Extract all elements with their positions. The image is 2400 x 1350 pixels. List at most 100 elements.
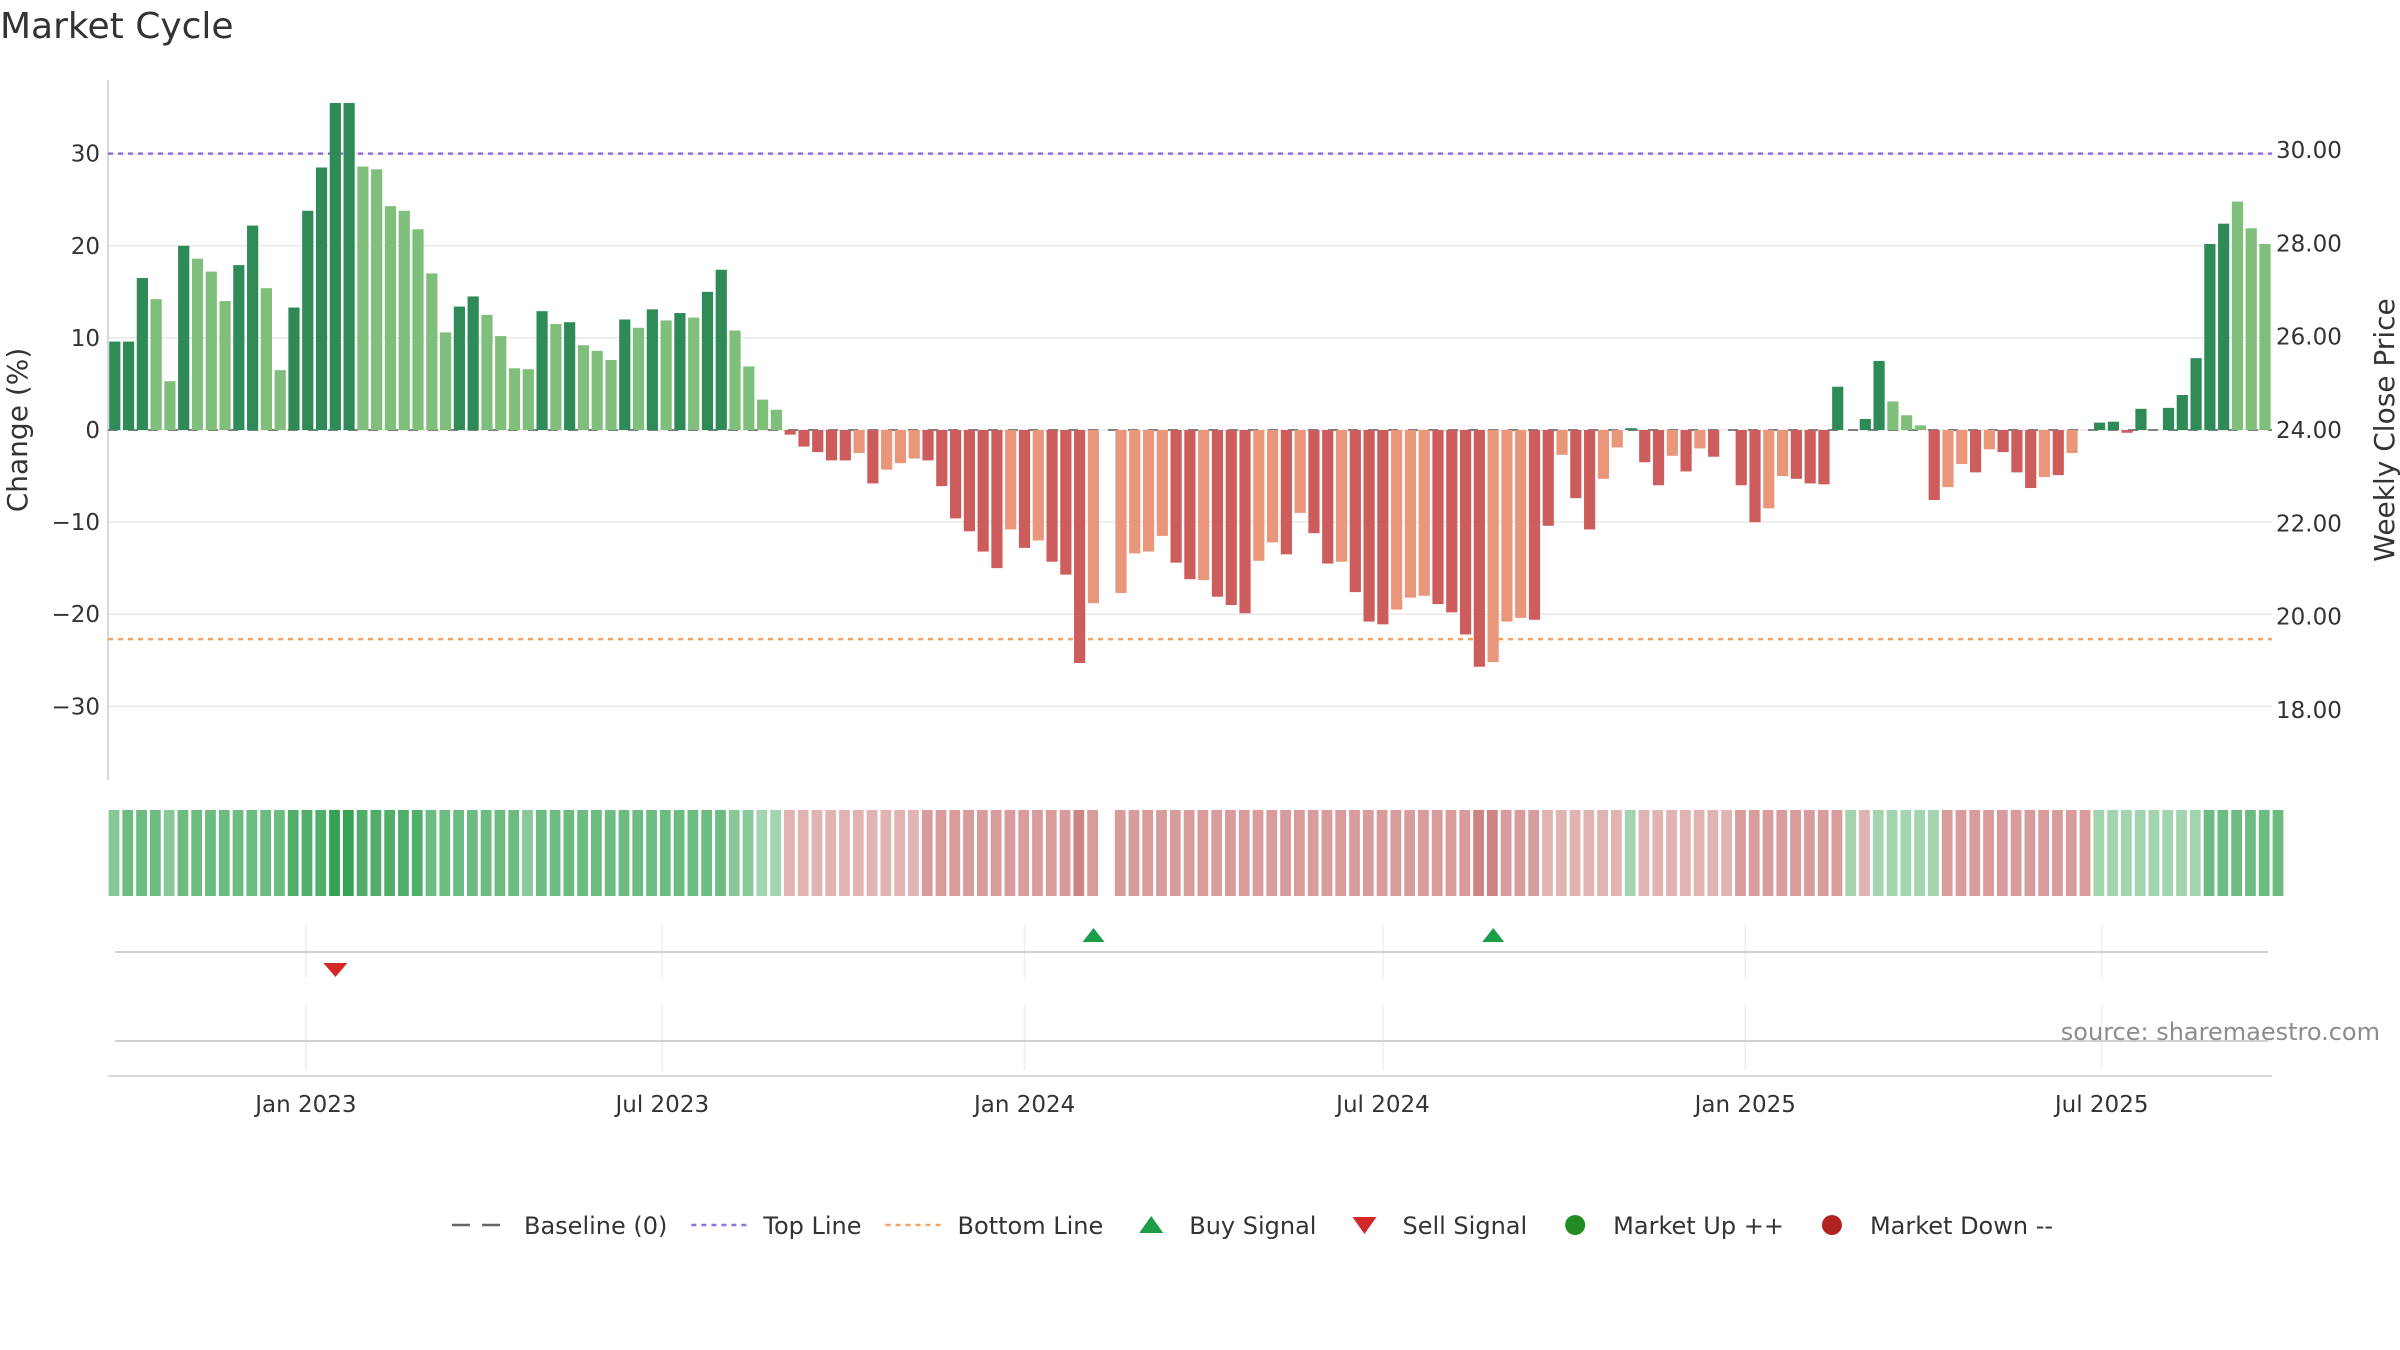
change-bar <box>853 430 865 454</box>
heat-cell <box>2231 810 2243 896</box>
change-bar <box>384 206 397 430</box>
heat-cell <box>811 810 823 896</box>
legend-label: Top Line <box>762 1212 861 1240</box>
change-bar <box>1377 430 1389 625</box>
heat-cell <box>2272 810 2284 896</box>
heat-cell <box>1693 810 1705 896</box>
y-left-tick: −20 <box>51 602 100 628</box>
change-bar <box>1308 430 1320 534</box>
change-bar <box>1528 430 1541 620</box>
change-bar <box>481 314 493 430</box>
change-bar <box>315 167 328 430</box>
change-bar <box>2176 395 2188 430</box>
heat-cell <box>659 810 671 896</box>
heat-cell <box>384 810 396 896</box>
change-bar <box>2204 243 2216 430</box>
change-bar <box>2094 422 2106 430</box>
change-bar <box>1570 430 1582 499</box>
heat-cell <box>466 810 478 896</box>
heat-cell <box>1349 810 1360 896</box>
heat-cell <box>1114 810 1126 896</box>
change-bar <box>1129 430 1141 554</box>
change-bar <box>1694 430 1706 449</box>
heat-cell <box>1528 810 1540 896</box>
change-bar <box>1046 430 1058 562</box>
heat-cell <box>1610 810 1622 896</box>
heat-cell <box>356 810 368 896</box>
change-bar <box>164 381 176 430</box>
legend-label: Sell Signal <box>1402 1212 1527 1240</box>
heat-cell <box>1376 810 1388 896</box>
change-bar <box>867 430 879 484</box>
heat-cell <box>1569 810 1581 896</box>
change-bar <box>2259 243 2271 430</box>
y-right-tick: 22.00 <box>2276 511 2342 537</box>
change-bar <box>150 299 162 430</box>
heat-cell <box>1183 810 1195 896</box>
change-bar <box>1060 430 1072 575</box>
legend-item-bottom: Bottom Line <box>885 1212 1103 1240</box>
change-bar <box>922 430 934 461</box>
change-bar <box>1832 386 1844 430</box>
heat-cell <box>205 810 216 896</box>
heat-cell <box>1266 810 1278 896</box>
change-bar <box>1239 430 1251 614</box>
change-bar <box>1349 430 1361 593</box>
change-bar <box>894 430 907 464</box>
change-bar <box>508 368 521 430</box>
change-bar <box>770 409 782 430</box>
change-bar <box>550 324 562 430</box>
change-bar <box>1225 430 1237 605</box>
change-bar <box>674 313 686 430</box>
change-bar <box>302 210 314 430</box>
main-panel: 30 20 10 0 −10 −20 −30 30.00 28.00 26.00 24.00 22.… <box>1 80 2400 780</box>
heat-cell <box>1032 810 1043 896</box>
change-bar <box>1542 430 1554 526</box>
change-bar <box>178 245 190 430</box>
change-bar <box>219 301 231 430</box>
change-bar <box>122 341 135 430</box>
heat-cell <box>1735 810 1746 896</box>
x-tick-label: Jan 2025 <box>1693 1092 1796 1118</box>
change-bar <box>1887 401 1899 430</box>
change-bar <box>1391 430 1403 610</box>
heat-cell <box>976 810 988 896</box>
x-tick-label: Jan 2023 <box>253 1092 356 1118</box>
heat-cell <box>797 810 809 896</box>
x-tick-label: Jul 2023 <box>613 1092 709 1118</box>
y-left-axis-label: Change (%) <box>1 348 34 513</box>
source-text: source: sharemaestro.com <box>2061 1018 2380 1046</box>
heat-cell <box>535 810 547 896</box>
heat-cell <box>522 810 533 896</box>
change-bar <box>1625 428 1637 430</box>
change-bar <box>798 430 810 447</box>
heat-cell <box>1004 810 1016 896</box>
y-left-tick: −10 <box>51 510 100 536</box>
heat-cell <box>1748 810 1760 896</box>
change-bar <box>1280 430 1292 555</box>
change-bar <box>784 430 796 435</box>
change-bar <box>1156 430 1168 536</box>
heat-cell <box>1059 810 1071 896</box>
legend-item-down: Market Down -- <box>1821 1212 2053 1240</box>
heat-cell <box>1914 810 1926 896</box>
change-bar <box>619 319 631 430</box>
change-bar <box>1404 430 1417 598</box>
heat-cell <box>1045 810 1057 896</box>
signal-panel <box>115 925 2268 978</box>
heat-cell <box>1238 810 1250 896</box>
heat-cell <box>1500 810 1512 896</box>
change-bar <box>632 327 645 430</box>
change-bar <box>688 317 700 430</box>
change-bar <box>1087 430 1100 604</box>
heat-cell <box>122 810 134 896</box>
y-left-tick-labels: 30 20 10 0 −10 −20 −30 <box>51 142 100 721</box>
change-bar <box>743 366 755 430</box>
heat-cell <box>1211 810 1223 896</box>
heat-cell <box>1142 810 1154 896</box>
heat-cell <box>1900 810 1912 896</box>
change-bar <box>1859 418 1871 430</box>
change-bar <box>1873 360 1885 430</box>
change-bar <box>839 430 851 461</box>
change-bar <box>1997 430 2009 453</box>
